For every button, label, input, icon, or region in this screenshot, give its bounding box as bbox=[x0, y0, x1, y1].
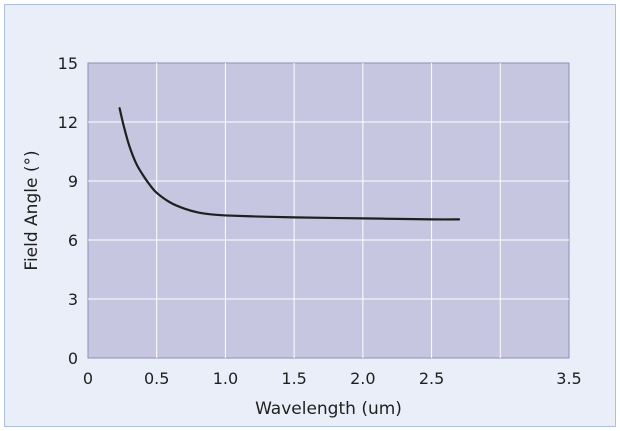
field-angle-chart: 0 0.5 1.0 1.5 2.0 2.5 3.5 0 3 6 9 12 15 Wavelength … bbox=[22, 54, 582, 419]
x-axis-label: Wavelength (um) bbox=[255, 399, 402, 419]
y-axis-label: Field Angle (°) bbox=[22, 150, 42, 270]
x-tick-label: 0 bbox=[83, 369, 93, 388]
plot-area bbox=[87, 62, 570, 359]
x-tick-label: 1.0 bbox=[213, 369, 238, 388]
x-tick-label: 2.0 bbox=[350, 369, 375, 388]
grid-lines bbox=[88, 63, 569, 358]
y-tick-label: 15 bbox=[58, 54, 78, 73]
y-tick-label: 9 bbox=[68, 172, 78, 191]
y-tick-label: 6 bbox=[68, 231, 78, 250]
y-tick-label: 3 bbox=[68, 290, 78, 309]
y-axis-ticks: 0 3 6 9 12 15 bbox=[58, 54, 78, 368]
y-tick-label: 12 bbox=[58, 113, 78, 132]
series-group bbox=[118, 107, 461, 221]
series-line bbox=[118, 107, 461, 221]
chart-frame: 0 0.5 1.0 1.5 2.0 2.5 3.5 0 3 6 9 12 15 Wavelength … bbox=[4, 4, 616, 427]
x-tick-label: 2.5 bbox=[419, 369, 444, 388]
x-tick-label: 3.5 bbox=[556, 369, 581, 388]
x-tick-label: 1.5 bbox=[281, 369, 306, 388]
x-tick-label: 0.5 bbox=[144, 369, 169, 388]
x-axis-ticks: 0 0.5 1.0 1.5 2.0 2.5 3.5 bbox=[83, 369, 582, 388]
y-tick-label: 0 bbox=[68, 349, 78, 368]
